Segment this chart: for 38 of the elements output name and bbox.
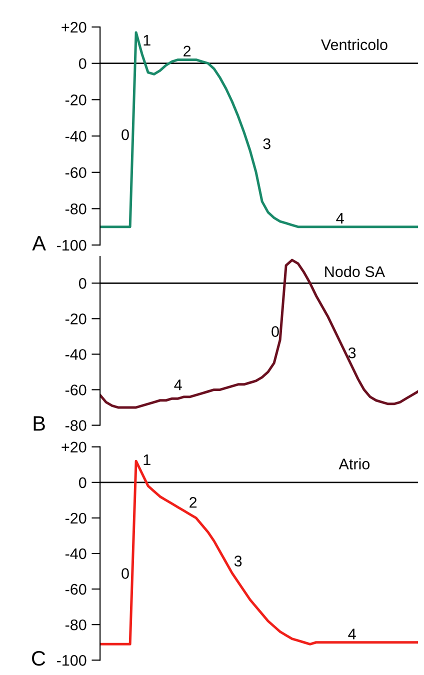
y-tick-label: -20 bbox=[65, 314, 86, 324]
y-tick-label: -40 bbox=[65, 548, 86, 560]
y-tick-label: -40 bbox=[65, 130, 86, 142]
y-tick-label: -60 bbox=[65, 384, 86, 396]
y-tick-label: -100 bbox=[56, 655, 86, 666]
y-tick-label: -20 bbox=[65, 94, 86, 106]
y-tick-label: -20 bbox=[65, 512, 86, 524]
y-tick-label: 0 bbox=[78, 278, 86, 289]
y-tick-label: -80 bbox=[65, 420, 86, 431]
text: C bbox=[32, 650, 46, 666]
annotation: 3 bbox=[263, 138, 270, 150]
y-tick-label: 0 bbox=[78, 58, 86, 70]
text: Atrio bbox=[338, 458, 370, 470]
y-tick-label: -60 bbox=[65, 584, 86, 595]
chart-title: Nodo SA bbox=[325, 266, 386, 278]
y-tick-label: -100 bbox=[56, 240, 86, 251]
text: Ventricolo bbox=[320, 38, 388, 50]
annotation: 4 bbox=[174, 380, 182, 390]
annotation: 1 bbox=[144, 454, 150, 466]
y-tick-label: 0 bbox=[78, 477, 86, 488]
annotation: 4 bbox=[336, 213, 344, 224]
annotation: 3 bbox=[234, 556, 242, 566]
annotation: 0 bbox=[122, 129, 129, 140]
annotation: 2 bbox=[184, 46, 191, 56]
annotation: 2 bbox=[190, 497, 197, 508]
y-tick-label: -80 bbox=[65, 619, 86, 630]
text: B bbox=[34, 416, 45, 431]
y-tick-label: -60 bbox=[65, 167, 86, 178]
y-tick-label: -40 bbox=[65, 349, 86, 360]
annotation: 0 bbox=[272, 326, 279, 337]
y-tick-label: -80 bbox=[65, 204, 86, 214]
annotation: 1 bbox=[144, 34, 150, 46]
annotation: 3 bbox=[348, 347, 356, 358]
y-tick-label: +20 bbox=[62, 22, 86, 33]
annotation: 4 bbox=[348, 628, 356, 640]
y-tick-label: +20 bbox=[62, 442, 86, 453]
text: A bbox=[32, 236, 46, 250]
annotation: 0 bbox=[122, 568, 129, 579]
